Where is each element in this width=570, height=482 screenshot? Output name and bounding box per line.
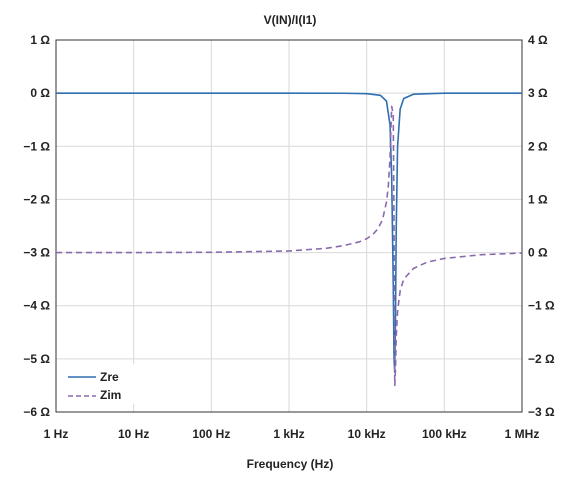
y-right-tick-label: 2 Ω — [528, 139, 548, 153]
y-left-tick-label: −6 Ω — [23, 405, 50, 419]
x-tick-label: 100 Hz — [192, 427, 230, 441]
y-right-tick-label: 4 Ω — [528, 33, 548, 47]
legend: Zre Zim — [64, 364, 144, 404]
y-right-tick-label: 0 Ω — [528, 246, 548, 260]
y-left-tick-label: −3 Ω — [23, 246, 50, 260]
legend-label-zre: Zre — [100, 370, 119, 384]
y-axis-right-ticks: 4 Ω 3 Ω 2 Ω 1 Ω 0 Ω −1 Ω −2 Ω −3 Ω — [528, 33, 555, 419]
y-left-tick-label: −2 Ω — [23, 192, 50, 206]
y-left-tick-label: 1 Ω — [30, 33, 50, 47]
y-axis-left-ticks: 1 Ω 0 Ω −1 Ω −2 Ω −3 Ω −4 Ω −5 Ω −6 Ω — [23, 33, 50, 419]
y-left-tick-label: 0 Ω — [30, 86, 50, 100]
x-axis-ticks: 1 Hz 10 Hz 100 Hz 1 kHz 10 kHz 100 kHz 1 MHz — [44, 427, 540, 441]
plot-frame — [55, 39, 523, 413]
x-tick-label: 1 Hz — [44, 427, 69, 441]
series-line-zre — [56, 92, 522, 373]
legend-label-zim: Zim — [100, 388, 121, 402]
chart-title: V(IN)/I(I1) — [264, 13, 317, 27]
legend-background — [64, 364, 144, 404]
series-layer — [56, 92, 523, 387]
y-left-tick-label: −4 Ω — [23, 299, 50, 313]
x-tick-label: 100 kHz — [422, 427, 467, 441]
series-line-zim — [56, 105, 523, 387]
x-axis-label: Frequency (Hz) — [247, 457, 334, 471]
x-tick-label: 1 MHz — [505, 427, 540, 441]
y-left-tick-label: −1 Ω — [23, 139, 50, 153]
grid-lines — [55, 39, 523, 413]
y-left-tick-label: −5 Ω — [23, 352, 50, 366]
y-right-tick-label: −2 Ω — [528, 352, 555, 366]
x-tick-label: 1 kHz — [273, 427, 304, 441]
y-right-tick-label: −1 Ω — [528, 299, 555, 313]
y-right-tick-label: −3 Ω — [528, 405, 555, 419]
y-right-tick-label: 3 Ω — [528, 86, 548, 100]
y-right-tick-label: 1 Ω — [528, 192, 548, 206]
x-tick-label: 10 kHz — [348, 427, 386, 441]
x-tick-label: 10 Hz — [118, 427, 149, 441]
